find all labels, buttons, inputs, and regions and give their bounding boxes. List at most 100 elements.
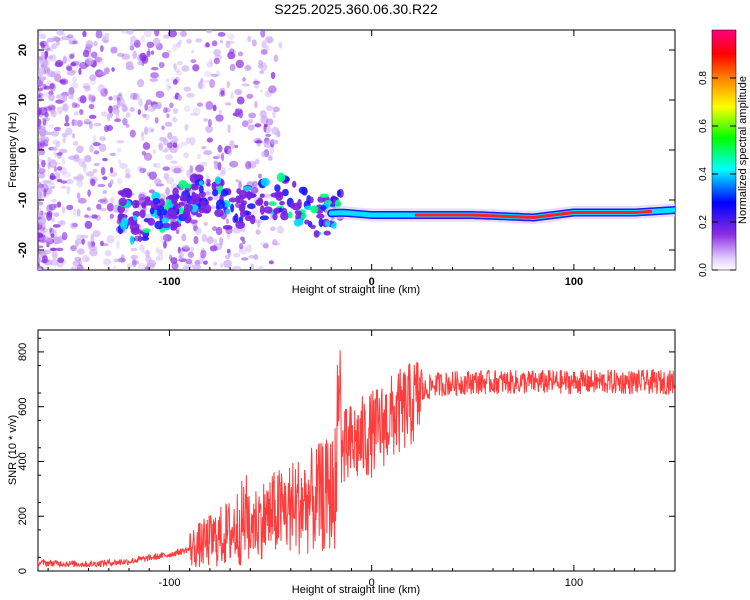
- spectrogram-noise-blob: [88, 93, 92, 101]
- spectrogram-ridge-blob: [274, 191, 284, 198]
- spectrogram-noise-blob: [186, 169, 192, 178]
- spectrogram-noise-blob: [76, 145, 84, 154]
- spectrogram-noise-blob: [205, 42, 210, 48]
- spectrogram-ridge-blob: [235, 195, 241, 204]
- spectrogram-noise-blob: [164, 146, 172, 151]
- spectrogram-noise-blob: [263, 140, 273, 148]
- spectrogram-noise-blob: [190, 59, 197, 64]
- spectrogram-noise-blob: [38, 125, 46, 132]
- spectrogram-noise-blob: [234, 88, 243, 96]
- spectrogram-noise-blob: [60, 185, 67, 189]
- spectrogram-noise-blob: [50, 146, 58, 151]
- spectrogram-ridge-blob: [319, 193, 329, 198]
- spectrogram-ridge-blob: [259, 215, 269, 221]
- spectrogram-noise-blob: [163, 172, 169, 180]
- spectrogram-noise-blob: [144, 113, 150, 121]
- spectrogram-noise-blob: [213, 48, 222, 57]
- spectrogram-noise-blob: [174, 68, 180, 73]
- spectrogram-noise-blob: [51, 198, 57, 203]
- spectrogram-noise-blob: [144, 266, 149, 270]
- spectrogram-noise-blob: [55, 40, 60, 46]
- spectrogram-noise-blob: [116, 52, 125, 57]
- spectrogram-noise-blob: [82, 30, 87, 38]
- spectrogram-noise-blob: [125, 173, 131, 179]
- spectrogram-noise-blob: [61, 206, 66, 214]
- spectrogram-noise-blob: [278, 41, 283, 49]
- spectrogram-noise-blob: [81, 255, 89, 263]
- spectrogram-noise-blob: [109, 213, 115, 219]
- spectrogram-noise-blob: [109, 196, 115, 204]
- spectrogram-noise-blob: [195, 226, 202, 236]
- spectrogram-noise-blob: [69, 222, 78, 229]
- spectrogram-ridge-blob: [320, 205, 327, 211]
- spectrogram-noise-blob: [71, 40, 78, 45]
- snr-ytick-label: 600: [17, 398, 29, 416]
- spectrogram-noise-blob: [91, 214, 98, 219]
- spectrogram-noise-blob: [200, 249, 207, 259]
- spectrogram-noise-blob: [56, 166, 63, 171]
- spectrogram-noise-blob: [166, 50, 172, 54]
- spectrogram-ridge-blob: [215, 205, 220, 210]
- spectrogram-ridge-blob: [189, 197, 196, 202]
- spectrogram-noise-blob: [42, 44, 50, 51]
- spectrogram-noise-blob: [104, 32, 110, 38]
- spectrogram-noise-blob: [76, 264, 84, 270]
- spectrogram-noise-blob: [265, 118, 274, 126]
- spectrogram-noise-blob: [124, 168, 131, 175]
- spectrogram-noise-blob: [92, 230, 101, 238]
- spectrogram-noise-blob: [245, 64, 251, 70]
- spectrogram-noise-blob: [155, 90, 165, 99]
- spectrogram-noise-blob: [276, 225, 284, 234]
- spectrogram-ridge-blob: [228, 197, 237, 203]
- spectrogram-noise-blob: [43, 59, 49, 67]
- spectrogram-ytick-label: 20: [17, 44, 29, 56]
- spectrogram-noise-blob: [38, 148, 41, 158]
- spectrogram-noise-blob: [75, 242, 79, 248]
- spectrogram-noise-blob: [264, 193, 273, 199]
- spectrogram-noise-blob: [76, 173, 84, 182]
- spectrogram-noise-blob: [120, 254, 125, 262]
- spectrogram-noise-blob: [192, 264, 202, 270]
- spectrogram-noise-blob: [38, 267, 42, 270]
- spectrogram-noise-blob: [240, 236, 245, 241]
- spectrogram-noise-blob: [247, 119, 253, 124]
- spectrogram-noise-blob: [97, 183, 106, 188]
- spectrogram-noise-blob: [49, 186, 56, 190]
- spectrogram-noise-blob: [210, 205, 216, 210]
- spectrogram-ridge-blob: [183, 203, 193, 213]
- spectrogram-noise-blob: [67, 92, 74, 100]
- spectrogram-noise-blob: [259, 110, 267, 118]
- spectrogram-noise-blob: [205, 125, 213, 133]
- spectrogram-noise-blob: [209, 78, 216, 88]
- spectrogram-noise-blob: [259, 89, 264, 93]
- spectrogram-noise-blob: [172, 116, 178, 123]
- spectrogram-noise-blob: [42, 83, 47, 90]
- spectrogram-ridge-blob: [316, 213, 325, 219]
- spectrogram-noise-blob: [38, 211, 42, 218]
- spectrogram-noise-blob: [159, 136, 167, 142]
- spectrogram-noise-blob: [190, 246, 194, 252]
- spectrogram-noise-blob: [87, 189, 91, 197]
- spectrogram-ridge-blob: [282, 188, 289, 197]
- spectrogram-noise-blob: [166, 113, 170, 118]
- spectrogram-noise-blob: [251, 39, 257, 47]
- spectrogram-noise-blob: [137, 53, 146, 62]
- spectrogram-noise-blob: [220, 170, 226, 177]
- spectrogram-noise-blob: [102, 157, 108, 162]
- spectrogram-noise-blob: [258, 173, 262, 179]
- spectrogram-ridge-blob: [223, 203, 232, 208]
- spectrogram-noise-blob: [57, 257, 65, 264]
- spectrogram-xlabel: Height of straight line (km): [292, 284, 420, 296]
- spectrogram-noise-blob: [38, 68, 44, 77]
- spectrogram-noise-blob: [38, 232, 44, 239]
- spectrogram-noise-blob: [261, 40, 267, 49]
- spectrogram-noise-blob: [241, 120, 249, 128]
- spectrogram-noise-blob: [191, 49, 195, 54]
- spectrogram-noise-blob: [88, 114, 97, 119]
- spectrogram-ridge-blob: [140, 236, 150, 242]
- spectrogram-noise-blob: [74, 256, 82, 262]
- spectrogram-noise-blob: [118, 92, 123, 96]
- spectrogram-noise-blob: [41, 141, 46, 149]
- spectrogram-noise-blob: [148, 171, 158, 180]
- spectrogram-noise-blob: [252, 180, 258, 188]
